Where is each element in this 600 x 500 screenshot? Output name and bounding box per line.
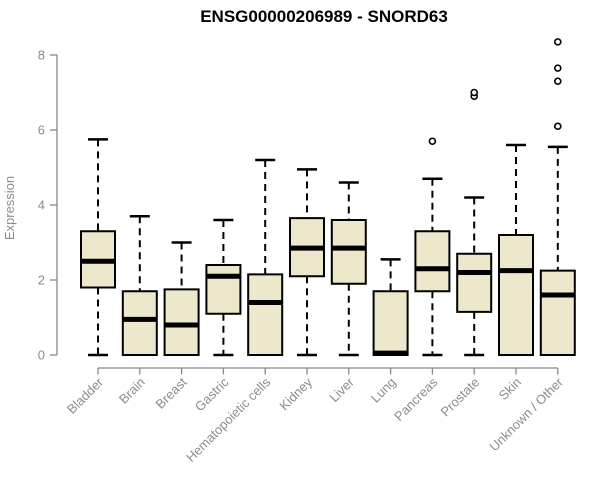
- box-iqr: [205, 264, 242, 315]
- x-category-label: Brain: [116, 375, 148, 407]
- x-category-label: Breast: [153, 374, 190, 411]
- y-tick-label: 8: [38, 48, 45, 63]
- outlier-point: [553, 64, 562, 72]
- x-category-label: Gastric: [192, 374, 232, 414]
- box-iqr: [498, 234, 534, 356]
- outlier-point: [428, 137, 437, 146]
- box-iqr: [414, 230, 451, 293]
- x-category-label: Lung: [368, 375, 399, 406]
- x-category-label: Prostate: [437, 375, 482, 420]
- box-iqr: [456, 252, 493, 313]
- x-category-label: Skin: [496, 375, 524, 403]
- x-category-label: Liver: [326, 374, 357, 405]
- box-iqr: [121, 290, 158, 356]
- x-category-label: Kidney: [276, 374, 315, 413]
- y-tick-label: 2: [38, 273, 45, 288]
- box-iqr: [372, 290, 409, 356]
- outlier-point: [553, 122, 562, 131]
- y-axis-label: Expression: [2, 176, 17, 240]
- x-category-label: Unknown / Other: [486, 374, 566, 454]
- y-tick-label: 6: [38, 123, 45, 138]
- box-iqr: [247, 273, 284, 356]
- outlier-point: [553, 38, 562, 46]
- box-iqr: [330, 219, 367, 285]
- outlier-point: [553, 77, 562, 86]
- y-tick-label: 0: [38, 348, 45, 363]
- x-category-label: Pancreas: [391, 374, 441, 424]
- box-iqr: [539, 269, 576, 356]
- x-category-label: Bladder: [64, 374, 107, 417]
- box-iqr: [163, 288, 200, 356]
- chart-title: ENSG00000206989 - SNORD63: [200, 7, 448, 26]
- outlier-point: [470, 88, 479, 97]
- y-tick-label: 4: [38, 198, 45, 213]
